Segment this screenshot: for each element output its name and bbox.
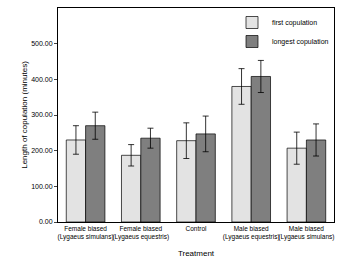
svg-text:longest copulation: longest copulation: [272, 38, 329, 46]
svg-text:300.00: 300.00: [31, 111, 53, 118]
svg-text:100.00: 100.00: [31, 183, 53, 190]
svg-text:500.00: 500.00: [31, 40, 53, 47]
svg-text:200.00: 200.00: [31, 147, 53, 154]
svg-text:Female biased(Lygaeus simulans: Female biased(Lygaeus simulans): [58, 225, 114, 241]
svg-text:first copulation: first copulation: [272, 19, 317, 27]
svg-text:400.00: 400.00: [31, 76, 53, 83]
svg-text:Treatment: Treatment: [178, 249, 215, 258]
svg-text:Control: Control: [186, 225, 208, 232]
svg-text:0.00: 0.00: [39, 218, 53, 225]
svg-text:Male biased(Lygaeus simulans): Male biased(Lygaeus simulans): [278, 225, 334, 241]
svg-text:Male biased(Lygaeus equestris): Male biased(Lygaeus equestris): [223, 225, 280, 241]
svg-text:Length of copulation (minutes): Length of copulation (minutes): [20, 61, 29, 169]
svg-text:Female biased(Lygaeus equestri: Female biased(Lygaeus equestris): [112, 225, 169, 241]
